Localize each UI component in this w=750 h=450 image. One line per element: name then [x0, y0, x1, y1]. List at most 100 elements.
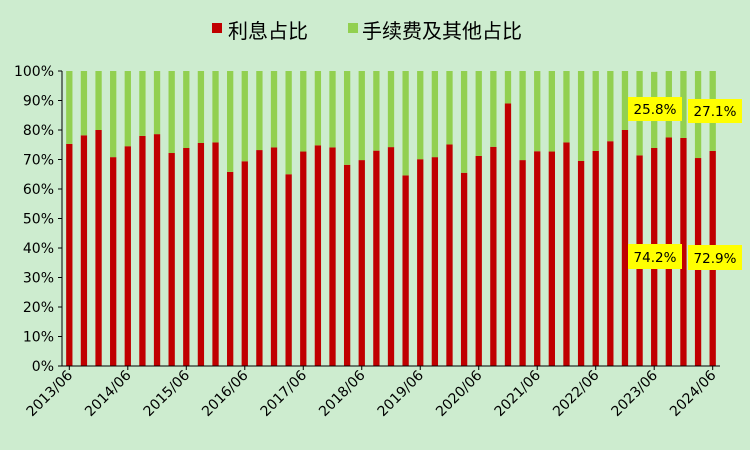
- bars: [66, 71, 716, 367]
- bar-interest: [504, 103, 512, 366]
- bar-fee-other: [241, 71, 248, 162]
- bar-fee-other: [80, 71, 88, 136]
- bar-interest: [563, 142, 570, 366]
- bar-fee-other: [153, 71, 161, 135]
- bar-interest: [124, 146, 131, 366]
- bar-interest: [592, 150, 599, 366]
- bar-interest: [314, 145, 322, 366]
- bar-fee-other: [563, 71, 570, 143]
- bar-fee-other: [387, 71, 395, 148]
- legend-swatch-interest: [212, 23, 222, 33]
- annotation-label-4: 72.9%: [694, 251, 737, 267]
- bar-interest: [285, 174, 292, 366]
- y-tick-label: 0%: [32, 359, 54, 375]
- bar-interest: [387, 147, 395, 366]
- annotation-label-1: 25.8%: [634, 102, 677, 118]
- bar-fee-other: [621, 71, 629, 130]
- bar-fee-other: [446, 71, 453, 145]
- bar-fee-other: [475, 71, 482, 156]
- annotation-label-3: 74.2%: [634, 250, 677, 266]
- bar-fee-other: [66, 71, 73, 144]
- bar-interest: [153, 134, 161, 366]
- y-tick-label: 80%: [23, 123, 54, 139]
- annotations: 25.8% 27.1% 74.2% 72.9%: [628, 97, 742, 270]
- bar-fee-other: [139, 71, 146, 136]
- bar-interest: [475, 155, 482, 366]
- bar-interest: [402, 175, 409, 366]
- bar-interest: [66, 143, 73, 366]
- axis-lines: [58, 70, 720, 367]
- bar-interest: [373, 150, 380, 366]
- bar-fee-other: [270, 71, 278, 148]
- legend: 利息占比 手续费及其他占比: [212, 19, 522, 43]
- bar-interest: [490, 146, 497, 366]
- bar-fee-other: [548, 71, 555, 152]
- bar-interest: [431, 157, 439, 366]
- bar-fee-other: [592, 71, 599, 151]
- y-tick-label: 20%: [23, 300, 54, 316]
- y-tick-label: 60%: [23, 182, 54, 198]
- bar-interest: [183, 147, 190, 366]
- bar-fee-other: [607, 71, 614, 142]
- bar-fee-other: [256, 71, 263, 151]
- bar-interest: [270, 147, 278, 366]
- bar-fee-other: [329, 71, 336, 148]
- bar-fee-other: [183, 71, 190, 148]
- bar-fee-other: [314, 71, 322, 146]
- y-tick-label: 100%: [14, 64, 54, 80]
- bar-interest: [607, 141, 614, 366]
- y-tick-label: 10%: [23, 330, 54, 346]
- legend-label-interest: 利息占比: [228, 19, 308, 43]
- bar-interest: [241, 161, 248, 366]
- bar-fee-other: [680, 71, 687, 138]
- bar-fee-other: [343, 71, 351, 165]
- bar-fee-other: [519, 71, 526, 161]
- bar-interest: [168, 153, 175, 366]
- bar-fee-other: [373, 71, 380, 151]
- bar-interest: [95, 130, 102, 366]
- bar-fee-other: [285, 71, 292, 175]
- bar-interest: [446, 144, 453, 366]
- bar-interest: [534, 151, 541, 366]
- annotation-label-2: 27.1%: [694, 104, 737, 120]
- bar-fee-other: [504, 71, 512, 104]
- bar-fee-other: [95, 71, 102, 130]
- y-tick-label: 90%: [23, 94, 54, 110]
- bar-fee-other: [110, 71, 117, 158]
- bar-interest: [343, 164, 351, 366]
- bar-fee-other: [212, 71, 219, 143]
- annotation-box-2: 27.1%: [688, 99, 742, 123]
- bar-interest: [197, 142, 205, 366]
- legend-label-fee-other: 手续费及其他占比: [362, 19, 522, 43]
- bar-fee-other: [460, 71, 468, 173]
- y-tick-label: 40%: [23, 241, 54, 257]
- y-axis: 0% 10% 20% 30% 40% 50% 60% 70% 80% 90% 100%: [14, 64, 54, 375]
- bar-fee-other: [227, 71, 234, 172]
- bar-fee-other: [402, 71, 409, 176]
- bar-fee-other: [577, 71, 585, 161]
- bar-interest: [329, 147, 336, 366]
- y-tick-label: 30%: [23, 271, 54, 287]
- legend-swatch-fee-other: [348, 23, 358, 33]
- bar-interest: [577, 160, 585, 366]
- annotation-box-3: 74.2%: [628, 244, 682, 269]
- bar-interest: [300, 151, 307, 366]
- bar-interest: [460, 172, 468, 366]
- bar-interest: [256, 150, 263, 366]
- bar-fee-other: [124, 71, 131, 147]
- bar-interest: [519, 160, 526, 366]
- bar-fee-other: [358, 71, 365, 161]
- bar-fee-other: [431, 71, 439, 158]
- bar-interest: [417, 159, 424, 366]
- bar-interest: [227, 171, 234, 366]
- y-tick-label: 50%: [23, 212, 54, 228]
- bar-interest: [80, 135, 88, 366]
- bar-interest: [621, 130, 629, 366]
- bar-fee-other: [534, 71, 541, 152]
- bar-fee-other: [168, 71, 175, 154]
- bar-interest: [110, 157, 117, 366]
- bar-interest: [358, 160, 365, 366]
- bar-interest: [139, 135, 146, 366]
- bar-fee-other: [197, 71, 205, 143]
